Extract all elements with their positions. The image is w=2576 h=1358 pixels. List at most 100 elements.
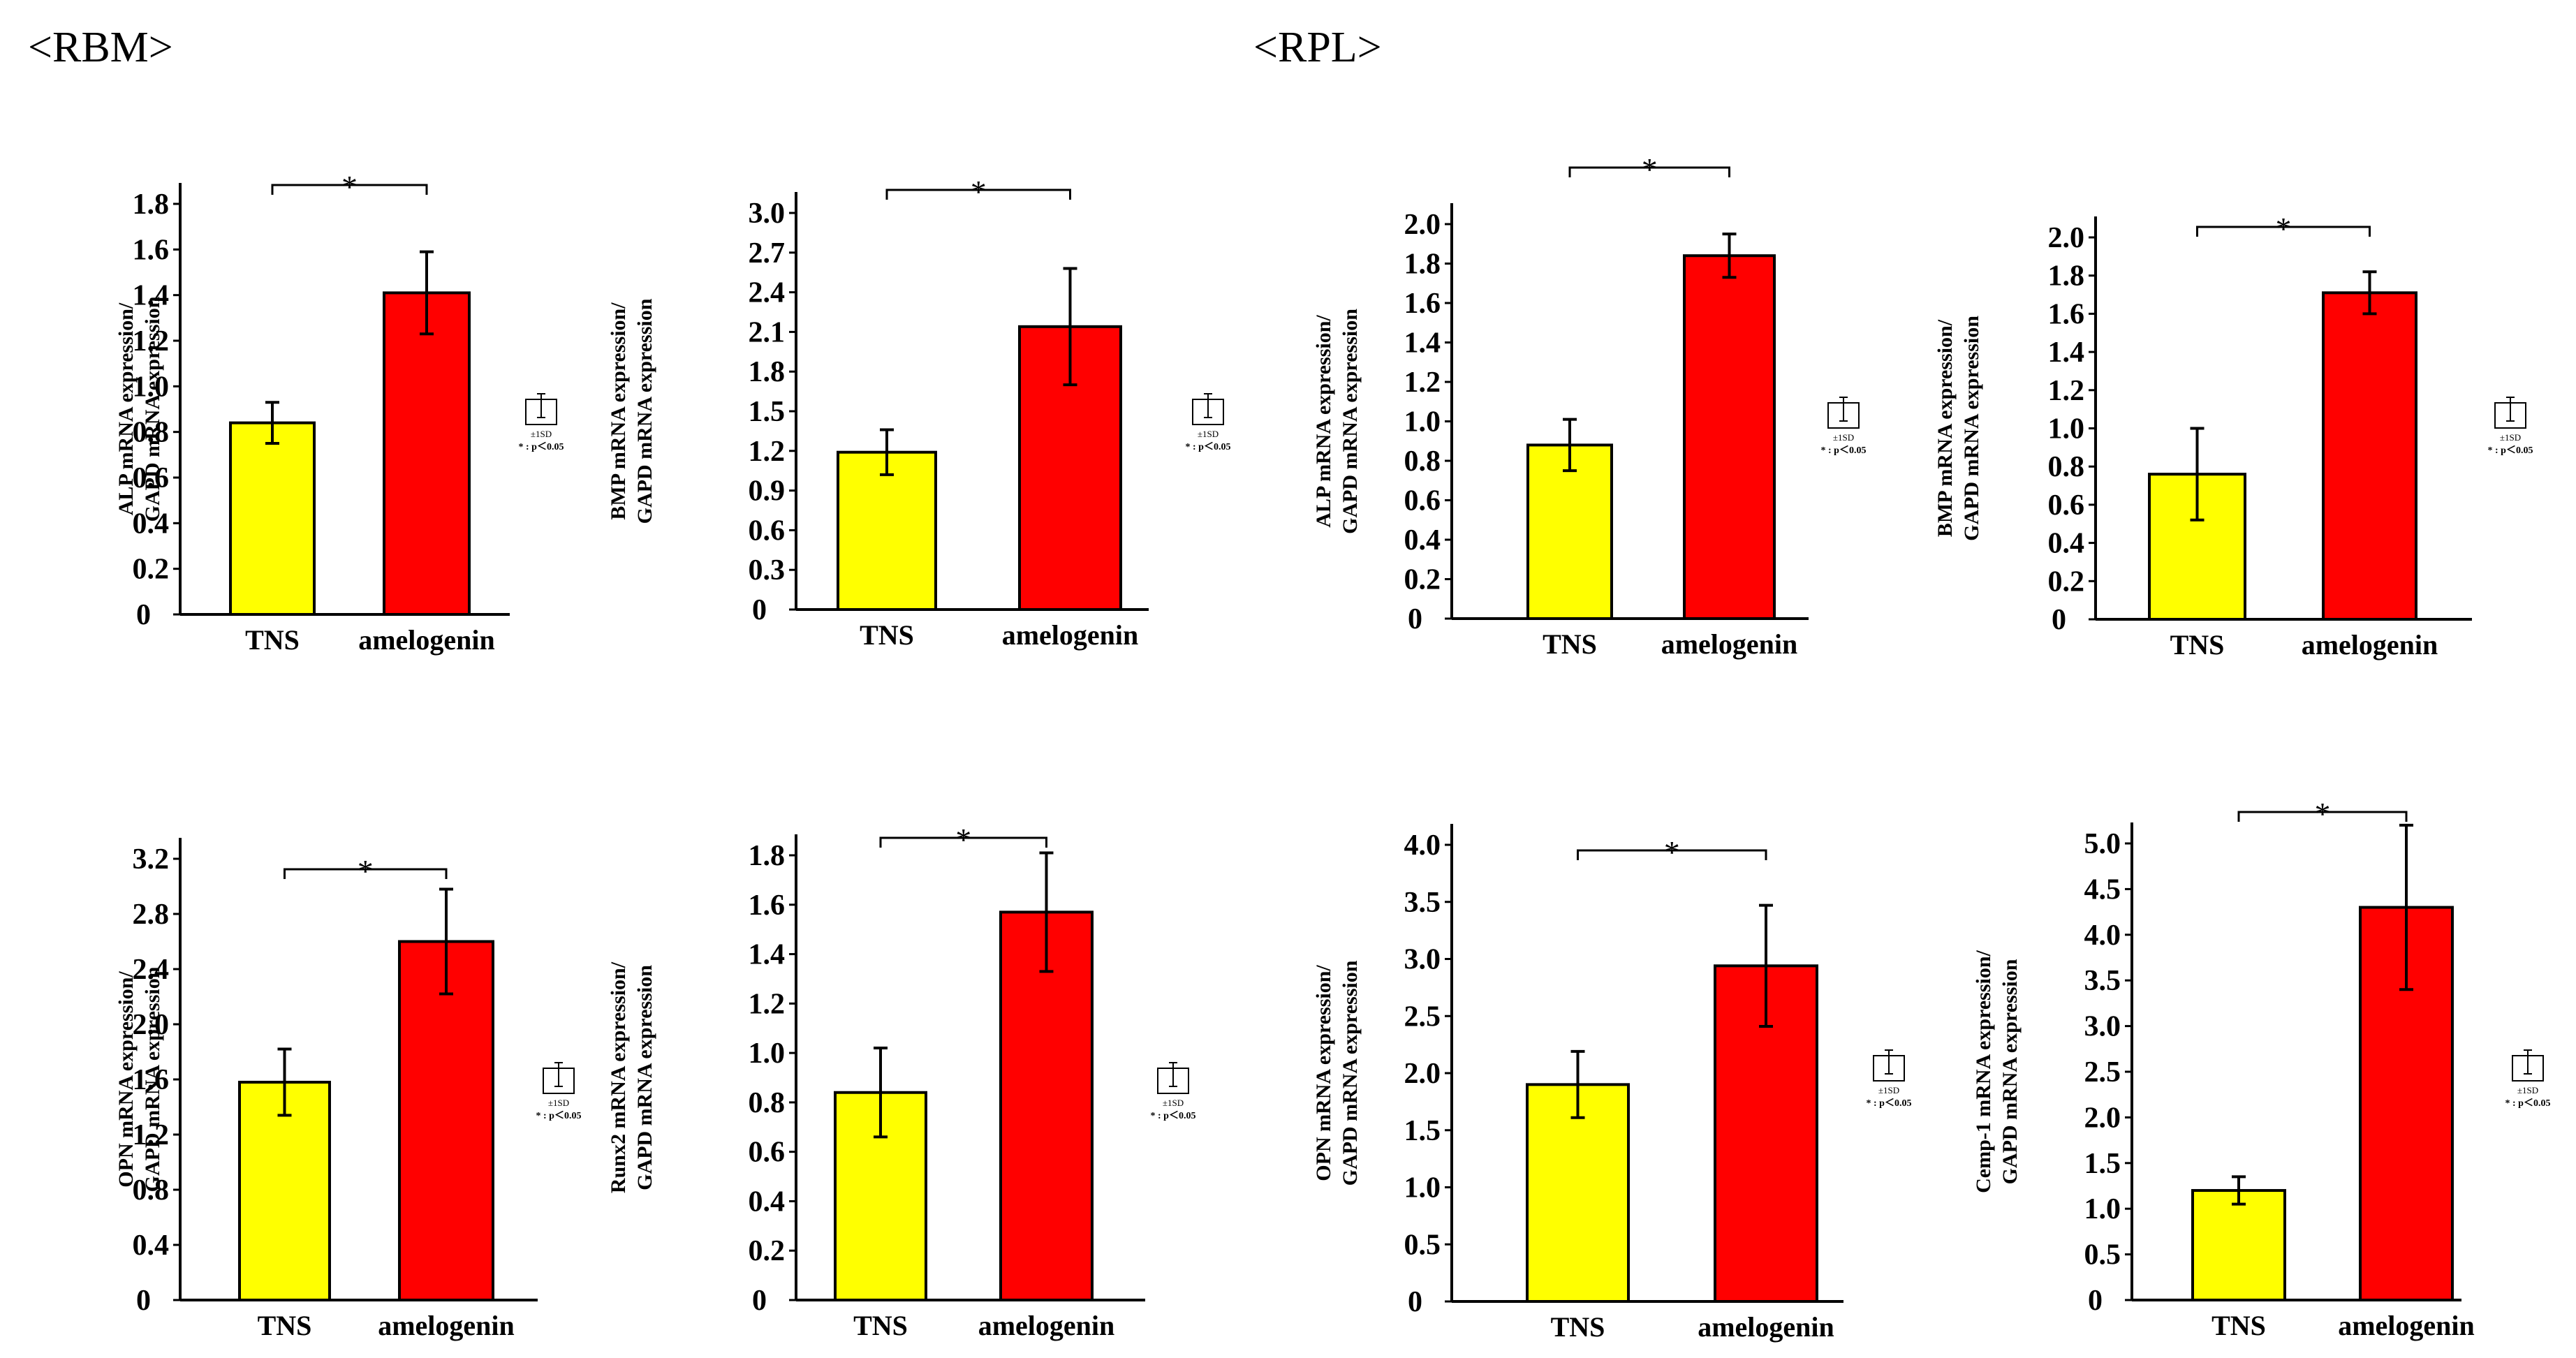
y-tick-label: 1.4 [2048, 337, 2085, 369]
y-tick-label: 0.2 [133, 554, 170, 586]
y-tick-label: 0.6 [1404, 485, 1441, 517]
y-axis-label: ALP mRNA expression/GAPD mRNA expression [115, 296, 164, 522]
chart-6: 0 0.2 0.4 0.6 0.8 1.0 1.2 1.4 1.6 1.8 TNS amelogeni… [607, 822, 1195, 1341]
significance-bracket [2196, 226, 2371, 237]
y-tick-label: 0.9 [749, 475, 786, 508]
y-tick-label: 1.2 [133, 325, 170, 357]
bar-amelogenin [999, 910, 1094, 1301]
category-label-amelogenin: amelogenin [378, 1310, 515, 1341]
chart-1: 0 0.2 0.4 0.6 0.8 1.0 1.2 1.4 1.6 1.8 TNS amelogeni… [115, 169, 564, 656]
significance-star: * [1664, 834, 1680, 870]
y-tick-label: 1.0 [2048, 413, 2085, 445]
legend-sd-text: ±1SD [531, 429, 552, 439]
y-tick-label: 0.8 [749, 1087, 786, 1119]
y-tick-label: 2.0 [2048, 222, 2085, 254]
y-axis-label-line: OPN mRNA expression/ [1312, 965, 1335, 1181]
y-axis-label-line: GAPD mRNA expression [633, 298, 656, 524]
y-tick-label: 1.0 [749, 1038, 786, 1070]
significance-bracket [271, 184, 428, 195]
y-tick-label: 0.6 [749, 515, 786, 547]
y-tick-label: 0.6 [133, 462, 170, 494]
y-tick-label: 1.0 [1404, 406, 1441, 438]
significance-star: * [1642, 152, 1658, 187]
category-label-amelogenin: amelogenin [2302, 629, 2438, 660]
y-axis-label-line: OPN mRNA expression/ [115, 971, 138, 1188]
y-tick-label: 0.4 [2048, 528, 2085, 560]
legend: ±1SD * : p＜0.05 [2505, 1049, 2551, 1109]
y-axis-label-line: GAPD mRNA expression [1999, 959, 2022, 1184]
legend: ±1SD * : p＜0.05 [2488, 397, 2533, 456]
y-tick-label: 2.4 [749, 277, 786, 309]
significance-bracket [284, 868, 448, 879]
y-tick-label: 2.0 [1404, 209, 1441, 241]
y-tick-label: 1.5 [749, 396, 786, 428]
legend-sd-text: ±1SD [1198, 429, 1219, 439]
category-label-tns: TNS [2170, 629, 2225, 660]
y-axis-label-line: GAPD mRNA expression [1339, 309, 1362, 534]
category-label-amelogenin: amelogenin [1002, 619, 1139, 651]
y-tick-label: 3.5 [1404, 887, 1441, 919]
legend-sd-text: ±1SD [1878, 1085, 1899, 1095]
charts-container: 0 0.2 0.4 0.6 0.8 1.0 1.2 1.4 1.6 1.8 TNS amelogeni… [115, 152, 2550, 1343]
y-tick-label: 0 [752, 1285, 767, 1317]
y-tick-label: 0.4 [133, 508, 170, 540]
y-tick-label: 0.4 [749, 1186, 786, 1218]
y-tick-label: 3.0 [749, 198, 786, 230]
significance-star: * [971, 174, 987, 209]
y-tick-label: 0.4 [133, 1230, 170, 1262]
y-axis-label: Runx2 mRNA expression/GAPD mRNA expressi… [607, 961, 656, 1193]
chart-3: 0 0.2 0.4 0.6 0.8 1.0 1.2 1.4 1.6 1.8 2.0 TNS amelog… [1312, 152, 1866, 660]
y-tick-label: 3.0 [1404, 944, 1441, 976]
y-tick-label: 1.8 [2048, 260, 2085, 293]
y-tick-label: 3.0 [2084, 1011, 2121, 1043]
y-tick-label: 5.0 [2084, 828, 2121, 860]
y-tick-label: 0.2 [2048, 566, 2085, 598]
y-axis-label: OPN mRNA expression/GAPD mRNA expression [1312, 960, 1362, 1186]
y-tick-label: 1.5 [2084, 1148, 2121, 1180]
y-tick-label: 0.8 [2048, 451, 2085, 483]
y-axis-label: BMP mRNA expression/GAPD mRNA expression [1934, 316, 1983, 541]
y-tick-label: 0.5 [2084, 1239, 2121, 1271]
category-label-tns: TNS [853, 1310, 908, 1341]
y-tick-label: 0.8 [1404, 445, 1441, 478]
y-tick-label: 0.2 [749, 1235, 786, 1267]
y-tick-label: 4.0 [2084, 920, 2121, 952]
legend-sd-text: ±1SD [2500, 432, 2521, 443]
y-tick-label: 0 [1408, 603, 1422, 635]
y-axis-label: ALP mRNA expression/GAPD mRNA expression [1312, 309, 1362, 534]
chart-4: 0 0.2 0.4 0.6 0.8 1.0 1.2 1.4 1.6 1.8 2.0 TNS amelog… [1934, 211, 2533, 660]
y-tick-label: 0.6 [2048, 489, 2085, 522]
y-tick-label: 2.8 [133, 899, 170, 931]
chart-5: 0 0.4 0.8 1.2 1.6 2.0 2.4 2.8 3.2 TNS amelogenin * O… [115, 838, 581, 1341]
chart-8: 0 0.5 1.0 1.5 2.0 2.5 3.0 3.5 4.0 4.5 5.0 TNS amelog… [1972, 796, 2550, 1341]
section-label-rpl: <RPL> [1253, 24, 1382, 71]
significance-star: * [2276, 211, 2292, 246]
y-tick-label: 4.0 [1404, 829, 1441, 862]
legend-p-text: * : p＜0.05 [536, 1111, 582, 1121]
category-label-tns: TNS [1551, 1311, 1605, 1343]
legend: ±1SD * : p＜0.05 [1821, 397, 1866, 456]
y-axis-label-line: GAPD mRNA expression [141, 966, 164, 1192]
y-tick-label: 4.5 [2084, 873, 2121, 906]
y-tick-label: 3.5 [2084, 965, 2121, 997]
y-tick-label: 1.2 [749, 988, 786, 1020]
y-tick-label: 1.8 [749, 356, 786, 388]
legend-p-text: * : p＜0.05 [2505, 1098, 2551, 1109]
y-tick-label: 1.4 [133, 280, 170, 312]
category-label-tns: TNS [860, 619, 914, 651]
y-tick-label: 1.0 [1404, 1172, 1441, 1204]
y-tick-label: 0.8 [133, 417, 170, 449]
y-tick-label: 1.6 [2048, 298, 2085, 330]
legend-p-text: * : p＜0.05 [1186, 442, 1231, 452]
y-axis-label: OPN mRNA expression/GAPD mRNA expression [115, 966, 164, 1192]
y-tick-label: 1.5 [1404, 1115, 1441, 1147]
y-tick-label: 2.1 [749, 316, 786, 348]
category-label-tns: TNS [245, 624, 300, 656]
y-axis-label-line: GAPD mRNA expression [1339, 960, 1362, 1186]
y-tick-label: 0 [1408, 1286, 1422, 1318]
legend: ±1SD * : p＜0.05 [1186, 393, 1231, 452]
y-tick-label: 0.6 [749, 1137, 786, 1169]
y-tick-label: 2.0 [1404, 1058, 1441, 1090]
y-axis-label-line: GAPD mRNA expression [1960, 316, 1983, 541]
bar-tns [2191, 1189, 2286, 1302]
